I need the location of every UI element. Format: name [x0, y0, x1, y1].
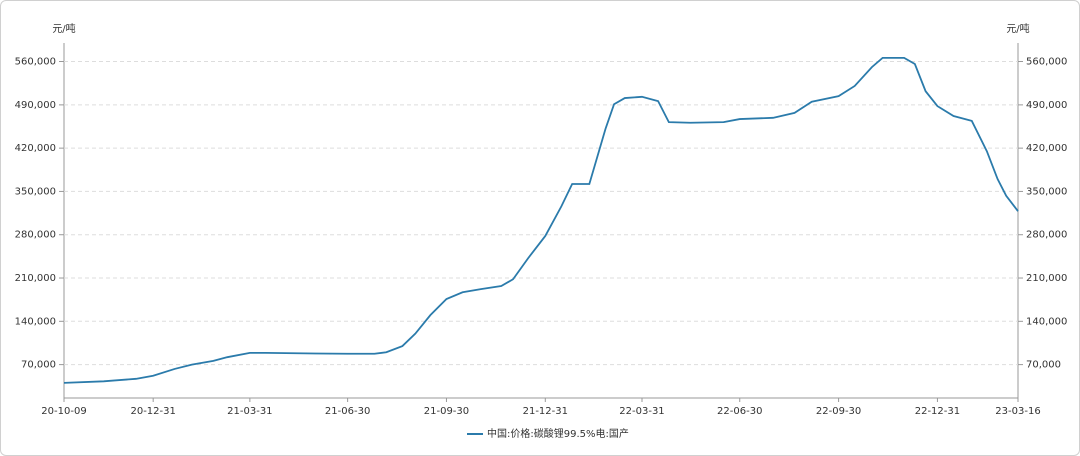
- x-tick-label: 23-03-16: [995, 406, 1040, 417]
- line: [63, 56, 1019, 384]
- x-tick-label: 21-09-30: [424, 406, 469, 417]
- y-unit-left: 元/吨: [52, 22, 75, 35]
- y-tick-label: 560,000: [15, 57, 56, 68]
- y-tick-label: 490,000: [15, 100, 56, 111]
- x-tick-label: 22-09-30: [816, 406, 861, 417]
- y2-tick-label: 210,000: [1026, 273, 1067, 284]
- y2-tick-label: 70,000: [1026, 360, 1061, 371]
- y2-tick-label: 560,000: [1026, 57, 1067, 68]
- x-tick-label: 21-03-31: [227, 406, 272, 417]
- x-tick-label: 20-10-09: [41, 406, 86, 417]
- x-tick-label: 20-12-31: [130, 406, 175, 417]
- y-tick-label: 70,000: [21, 360, 56, 371]
- x-tick-label: 22-12-31: [915, 406, 960, 417]
- legend-label: 中国:价格:碳酸锂99.5%电:国产: [487, 427, 629, 440]
- x-tick-label: 22-03-31: [619, 406, 664, 417]
- y2-tick-label: 420,000: [1026, 143, 1067, 154]
- y-tick-label: 420,000: [15, 143, 56, 154]
- x-tick-label: 21-12-31: [523, 406, 568, 417]
- y2-tick-label: 140,000: [1026, 316, 1067, 327]
- y-tick-label: 280,000: [15, 230, 56, 241]
- y-unit-right: 元/吨: [1006, 22, 1029, 35]
- x-tick-label: 22-06-30: [717, 406, 762, 417]
- y2-tick-label: 280,000: [1026, 230, 1067, 241]
- y-tick-label: 210,000: [15, 273, 56, 284]
- y2-tick-label: 350,000: [1026, 186, 1067, 197]
- y-tick-label: 350,000: [15, 186, 56, 197]
- y-tick-label: 140,000: [15, 316, 56, 327]
- x-tick-label: 21-06-30: [325, 406, 370, 417]
- y2-tick-label: 490,000: [1026, 100, 1067, 111]
